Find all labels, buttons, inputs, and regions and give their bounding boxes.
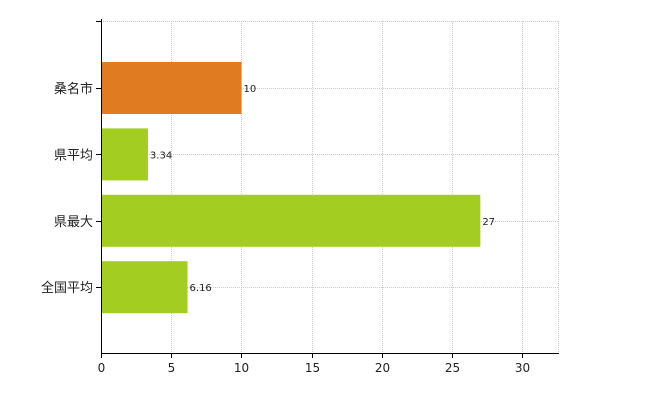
category-label-1: 県平均 — [54, 148, 93, 163]
x-tick-label-15: 15 — [305, 361, 320, 375]
x-tick-label-20: 20 — [375, 361, 390, 375]
bar-2 — [101, 194, 481, 247]
x-tick-label-10: 10 — [234, 361, 249, 375]
labels: 10 桑名市 3.34 県平均 27 県最大 6.16 全国平均 0 5 10 15 20 25 30 — [41, 81, 530, 375]
data-label-1: 3.34 — [150, 150, 172, 161]
bar-3 — [101, 261, 188, 314]
axes — [96, 19, 559, 358]
x-tick-label-25: 25 — [445, 361, 460, 375]
x-tick-label-30: 30 — [515, 361, 530, 375]
data-label-2: 27 — [482, 217, 495, 228]
bars — [101, 62, 481, 314]
category-label-2: 県最大 — [54, 215, 93, 230]
category-label-0: 桑名市 — [54, 81, 93, 97]
bar-0 — [101, 62, 242, 114]
bar-1 — [101, 128, 148, 181]
data-label-3: 6.16 — [190, 283, 212, 294]
x-tick-label-5: 5 — [168, 361, 176, 375]
category-label-3: 全国平均 — [41, 280, 93, 296]
x-tick-label-0: 0 — [98, 361, 106, 375]
data-label-0: 10 — [243, 84, 256, 95]
